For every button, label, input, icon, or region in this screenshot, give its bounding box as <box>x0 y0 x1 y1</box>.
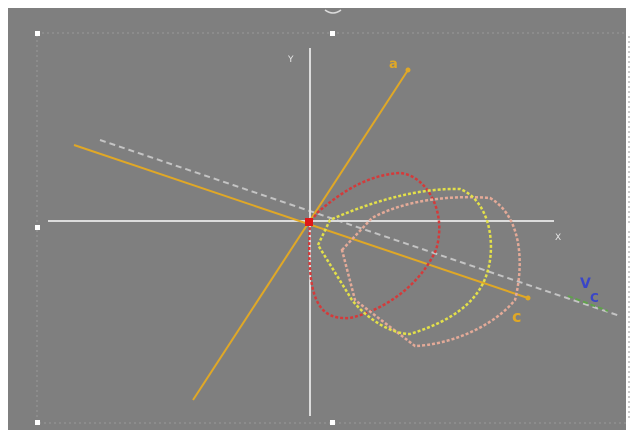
canvas-background <box>8 8 626 430</box>
pink-cross-section-curve <box>340 195 521 348</box>
handle-mid-right[interactable] <box>626 225 631 230</box>
handle-top-left[interactable] <box>35 31 40 36</box>
y-axis-label: Y <box>287 55 294 65</box>
dashed-projection-line <box>99 139 621 317</box>
x-axis-label: X <box>555 233 561 243</box>
green-axis-segment <box>567 295 609 312</box>
line-a-end-handle[interactable] <box>405 67 411 73</box>
handle-top-center[interactable] <box>330 31 335 36</box>
line-c <box>73 144 529 299</box>
vector-v-label: V <box>580 276 591 292</box>
line-a-label: a <box>389 57 398 72</box>
handle-mid-left[interactable] <box>35 225 40 230</box>
line-a <box>192 69 409 401</box>
handle-bottom-right[interactable] <box>626 420 631 425</box>
selection-handles <box>35 31 631 425</box>
red-cross-section-curve <box>308 171 441 320</box>
vector-c-label: C <box>590 291 599 305</box>
handle-top-right[interactable] <box>626 31 631 36</box>
origin-point[interactable] <box>305 218 313 226</box>
line-c-label: c <box>512 307 521 326</box>
handle-bottom-left[interactable] <box>35 420 40 425</box>
yellow-cross-section-curve <box>316 187 493 336</box>
top-rotation-arc[interactable] <box>324 9 342 14</box>
line-c-end-handle[interactable] <box>525 295 531 301</box>
handle-bottom-center[interactable] <box>330 420 335 425</box>
